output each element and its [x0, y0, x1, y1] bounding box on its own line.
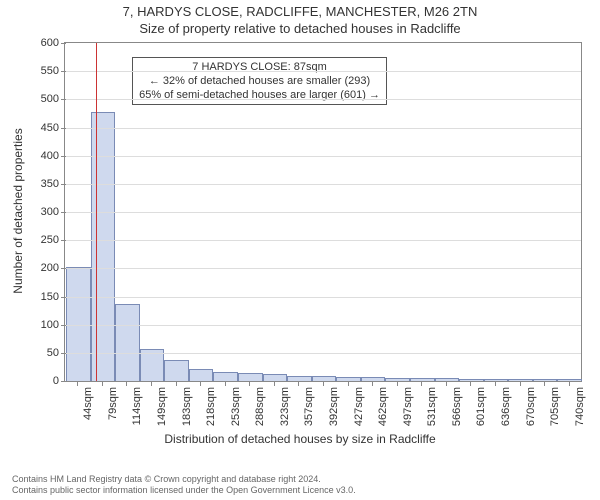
x-tick-label: 323sqm: [279, 381, 291, 426]
x-tick-label: 183sqm: [181, 381, 193, 426]
annotation-box: 7 HARDYS CLOSE: 87sqm← 32% of detached h…: [132, 57, 387, 106]
gridline: [65, 240, 581, 241]
y-tick-label: 50: [47, 347, 65, 359]
x-tick-mark: [520, 381, 521, 386]
x-tick-label: 357sqm: [303, 381, 315, 426]
histogram-bar: [238, 373, 263, 381]
footer-line-2: Contains public sector information licen…: [12, 485, 356, 496]
title-sub: Size of property relative to detached ho…: [0, 21, 600, 36]
title-main: 7, HARDYS CLOSE, RADCLIFFE, MANCHESTER, …: [0, 4, 600, 19]
gridline: [65, 71, 581, 72]
figure: 7, HARDYS CLOSE, RADCLIFFE, MANCHESTER, …: [0, 0, 600, 500]
x-tick-mark: [77, 381, 78, 386]
x-tick-mark: [274, 381, 275, 386]
x-tick-label: 288sqm: [254, 381, 266, 426]
x-tick-mark: [569, 381, 570, 386]
x-axis-label: Distribution of detached houses by size …: [0, 432, 600, 446]
y-tick-label: 600: [41, 37, 65, 49]
x-tick-label: 218sqm: [205, 381, 217, 426]
x-tick-label: 79sqm: [107, 381, 119, 420]
x-tick-mark: [176, 381, 177, 386]
property-marker-line: [96, 43, 97, 381]
y-tick-label: 350: [41, 178, 65, 190]
histogram-bar: [164, 360, 189, 381]
gridline: [65, 268, 581, 269]
x-tick-label: 740sqm: [574, 381, 586, 426]
gridline: [65, 184, 581, 185]
y-tick-label: 0: [53, 375, 65, 387]
x-tick-label: 705sqm: [549, 381, 561, 426]
y-tick-label: 250: [41, 234, 65, 246]
x-tick-label: 601sqm: [475, 381, 487, 426]
footer-attribution: Contains HM Land Registry data © Crown c…: [12, 474, 356, 497]
gridline: [65, 212, 581, 213]
x-tick-mark: [495, 381, 496, 386]
x-tick-mark: [544, 381, 545, 386]
x-tick-mark: [372, 381, 373, 386]
x-tick-mark: [298, 381, 299, 386]
histogram-bar: [189, 369, 214, 381]
x-tick-label: 44sqm: [82, 381, 94, 420]
y-tick-label: 200: [41, 262, 65, 274]
histogram-bar: [263, 374, 288, 381]
x-tick-label: 114sqm: [131, 381, 143, 425]
y-tick-label: 300: [41, 206, 65, 218]
y-tick-label: 450: [41, 122, 65, 134]
x-tick-mark: [102, 381, 103, 386]
plot-area: 7 HARDYS CLOSE: 87sqm← 32% of detached h…: [64, 42, 582, 382]
x-tick-label: 566sqm: [451, 381, 463, 426]
x-tick-label: 253sqm: [230, 381, 242, 426]
y-tick-label: 400: [41, 150, 65, 162]
x-tick-mark: [249, 381, 250, 386]
x-tick-mark: [421, 381, 422, 386]
y-axis-label: Number of detached properties: [11, 128, 25, 293]
x-tick-label: 462sqm: [377, 381, 389, 426]
x-tick-mark: [225, 381, 226, 386]
histogram-bar: [91, 112, 116, 381]
y-tick-label: 500: [41, 93, 65, 105]
histogram-bar: [115, 304, 140, 381]
x-tick-mark: [151, 381, 152, 386]
y-tick-label: 100: [41, 319, 65, 331]
x-tick-mark: [348, 381, 349, 386]
x-tick-mark: [446, 381, 447, 386]
y-tick-label: 550: [41, 65, 65, 77]
x-tick-mark: [126, 381, 127, 386]
x-tick-label: 427sqm: [353, 381, 365, 426]
x-tick-label: 497sqm: [402, 381, 414, 426]
gridline: [65, 325, 581, 326]
gridline: [65, 99, 581, 100]
gridline: [65, 156, 581, 157]
gridline: [65, 297, 581, 298]
x-tick-mark: [323, 381, 324, 386]
x-tick-mark: [470, 381, 471, 386]
x-tick-label: 149sqm: [156, 381, 168, 426]
x-tick-mark: [200, 381, 201, 386]
footer-line-1: Contains HM Land Registry data © Crown c…: [12, 474, 356, 485]
histogram-bar: [213, 372, 238, 381]
x-tick-label: 531sqm: [426, 381, 438, 426]
gridline: [65, 353, 581, 354]
x-tick-mark: [397, 381, 398, 386]
gridline: [65, 128, 581, 129]
x-tick-label: 670sqm: [525, 381, 537, 426]
annotation-line: ← 32% of detached houses are smaller (29…: [139, 74, 380, 88]
x-tick-label: 392sqm: [328, 381, 340, 426]
x-tick-label: 636sqm: [500, 381, 512, 426]
y-tick-label: 150: [41, 291, 65, 303]
